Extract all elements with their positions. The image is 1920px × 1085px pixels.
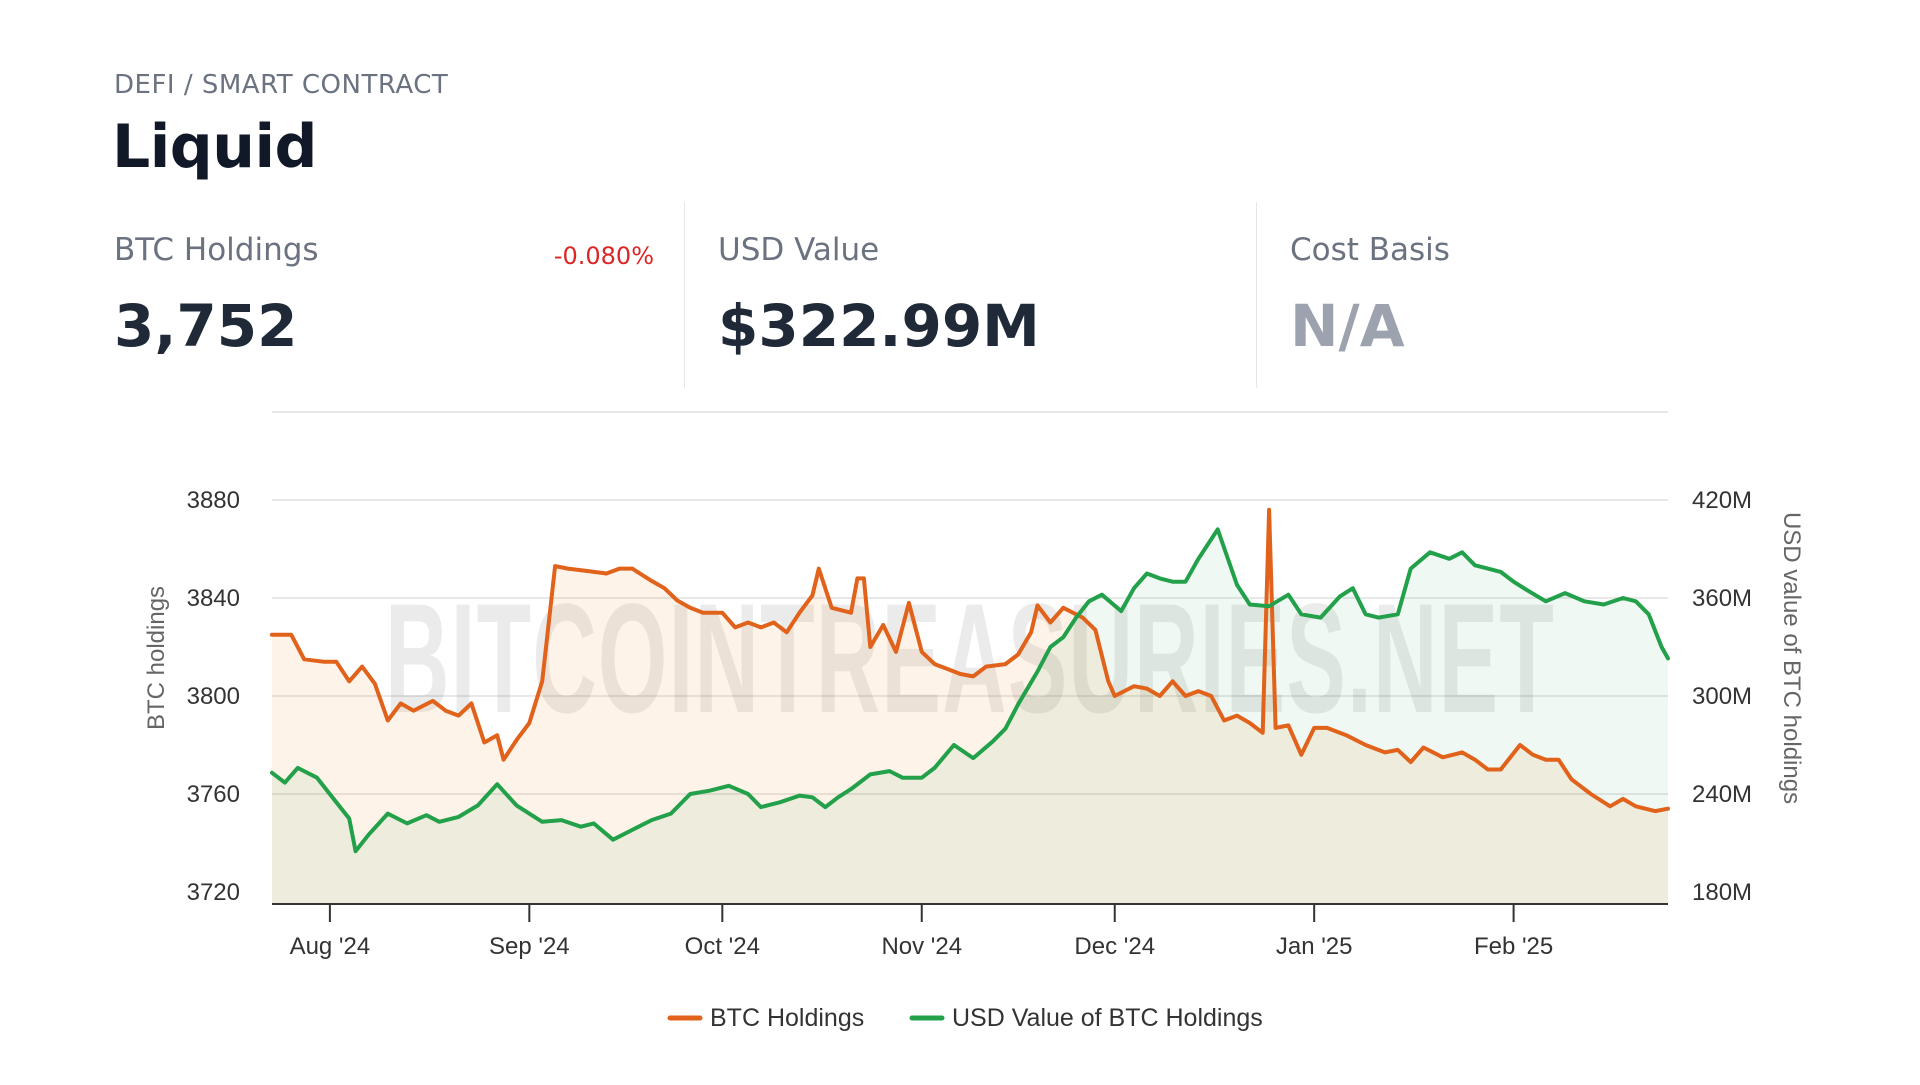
- stat-usd-value-value: $322.99M: [718, 292, 1040, 360]
- stat-divider: [1256, 202, 1257, 388]
- x-tick-label: Feb '25: [1474, 933, 1553, 960]
- y-left-tick-label: 3760: [187, 781, 240, 808]
- legend: BTC Holdings USD Value of BTC Holdings: [667, 1004, 1263, 1032]
- y-right-tick-label: 300M: [1692, 683, 1752, 710]
- series-line: [270, 507, 1670, 814]
- y-right-tick-label: 240M: [1692, 781, 1752, 808]
- y-left-axis-label: BTC holdings: [143, 586, 170, 730]
- stat-cost-basis: Cost Basis N/A: [1290, 200, 1790, 390]
- stat-divider: [684, 202, 685, 388]
- x-tick-label: Nov '24: [881, 933, 962, 960]
- stat-btc-holdings-value: 3,752: [114, 292, 298, 360]
- series-line: [270, 527, 1670, 854]
- stat-usd-value-label: USD Value: [718, 232, 880, 268]
- y-left-ticks: 3720 3760 3800 3840 3880: [187, 487, 240, 906]
- series-areas: [272, 509, 1668, 904]
- stat-usd-value: USD Value $322.99M: [718, 200, 1258, 390]
- stat-btc-holdings-change: -0.080%: [553, 242, 654, 270]
- y-left-tick-label: 3840: [187, 585, 240, 612]
- x-axis-ticks: Aug '24 Sep '24 Oct '24 Nov '24 Dec '24 Jan '…: [290, 904, 1553, 960]
- x-tick-label: Jan '25: [1276, 933, 1353, 960]
- stat-btc-holdings: BTC Holdings -0.080% 3,752: [114, 200, 654, 390]
- y-left-tick-label: 3720: [187, 879, 240, 906]
- category-label: DEFI / SMART CONTRACT: [114, 70, 449, 100]
- legend-label: USD Value of BTC Holdings: [952, 1004, 1263, 1032]
- x-tick-label: Oct '24: [685, 933, 760, 960]
- y-left-tick-label: 3800: [187, 683, 240, 710]
- x-tick-label: Dec '24: [1074, 933, 1155, 960]
- series-area: [272, 509, 1668, 904]
- x-tick-label: Sep '24: [489, 933, 570, 960]
- legend-label: BTC Holdings: [710, 1004, 864, 1032]
- series-lines: [270, 507, 1670, 854]
- y-right-tick-label: 420M: [1692, 487, 1752, 514]
- stat-cost-basis-value: N/A: [1290, 292, 1405, 360]
- stat-btc-holdings-label: BTC Holdings: [114, 232, 319, 268]
- page-title: Liquid: [112, 112, 317, 182]
- stat-cost-basis-label: Cost Basis: [1290, 232, 1450, 268]
- y-right-tick-label: 360M: [1692, 585, 1752, 612]
- series-area: [272, 529, 1668, 904]
- y-right-axis-label: USD value of BTC holdings: [1778, 512, 1805, 804]
- y-right-tick-label: 180M: [1692, 879, 1752, 906]
- x-tick-label: Aug '24: [290, 933, 371, 960]
- y-left-tick-label: 3880: [187, 487, 240, 514]
- y-right-ticks: 180M 240M 300M 360M 420M: [1692, 487, 1752, 906]
